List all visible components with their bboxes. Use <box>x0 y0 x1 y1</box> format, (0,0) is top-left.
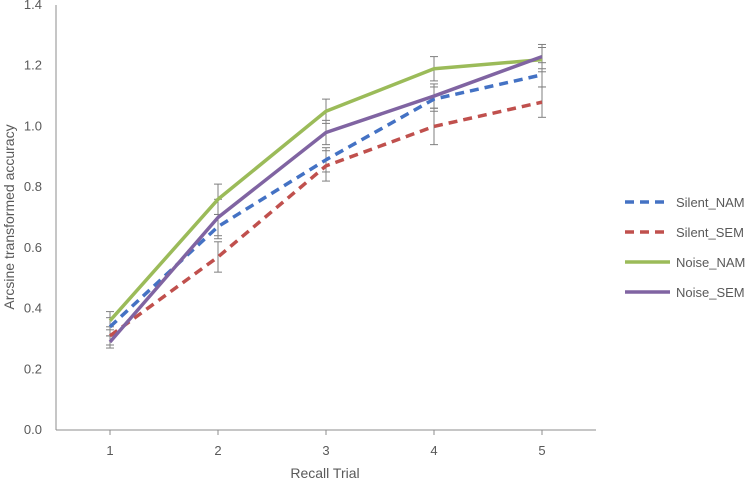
x-tick-label: 2 <box>214 443 221 458</box>
legend-entry-label: Silent_SEM <box>676 225 744 240</box>
series-line-noise-nam <box>108 57 543 322</box>
series-line-silent-sem <box>108 100 543 338</box>
y-tick-label: 1.0 <box>24 118 42 133</box>
x-tick-label: 1 <box>106 443 113 458</box>
y-tick-label: 1.4 <box>24 0 42 12</box>
y-axis-title: Arcsine transformed accuracy <box>1 124 17 309</box>
x-tick-label: 3 <box>322 443 329 458</box>
x-tick-labels: 1 2 3 4 5 <box>106 430 546 458</box>
y-tick-label: 0.2 <box>24 361 42 376</box>
y-tick-label: 0.6 <box>24 240 42 255</box>
chart-axes <box>55 5 596 431</box>
y-tick-label: 1.2 <box>24 58 42 73</box>
x-tick-label: 5 <box>538 443 545 458</box>
y-tick-label: 0.8 <box>24 179 42 194</box>
x-axis-title: Recall Trial <box>290 465 359 481</box>
x-tick-label: 4 <box>430 443 437 458</box>
legend-entry-label: Noise_SEM <box>676 285 745 300</box>
series-line-noise-sem <box>108 54 543 344</box>
legend: Silent_NAM Silent_SEM Noise_NAM Noise_SEM <box>625 195 745 300</box>
y-tick-label: 0.4 <box>24 301 42 316</box>
error-bars <box>106 43 546 349</box>
y-tick-labels: 0.0 0.2 0.4 0.6 0.8 1.0 1.2 1.4 <box>24 0 42 437</box>
legend-entry-label: Noise_NAM <box>676 255 745 270</box>
legend-entry-label: Silent_NAM <box>676 195 745 210</box>
series-lines <box>108 54 543 344</box>
y-tick-label: 0.0 <box>24 422 42 437</box>
